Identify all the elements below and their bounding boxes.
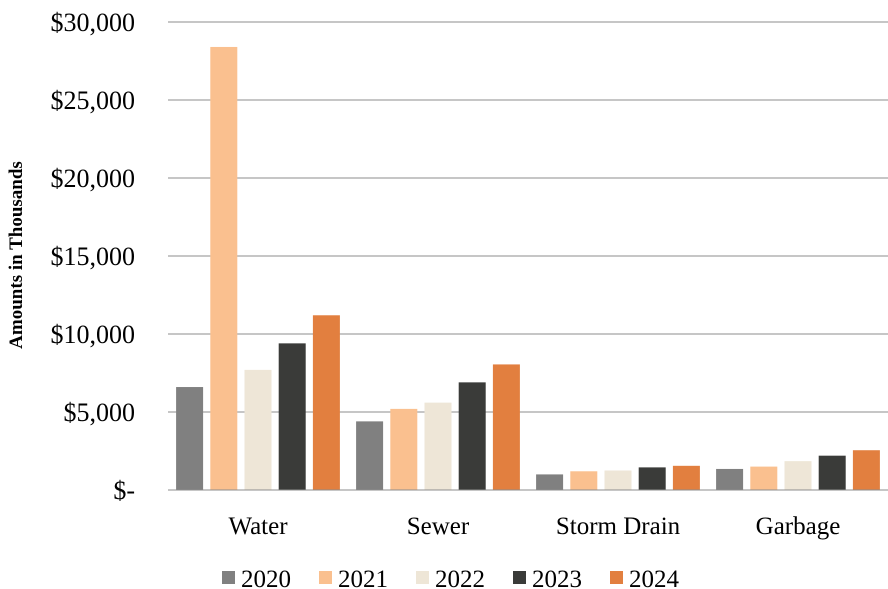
legend-item: 2022 xyxy=(416,566,485,589)
y-axis-label: Amounts in Thousands xyxy=(6,161,27,349)
y-tick-label: $15,000 xyxy=(51,242,136,271)
bar-2023-storm-drain xyxy=(638,467,666,490)
legend-item: 2023 xyxy=(513,566,582,589)
legend-label: 2020 xyxy=(241,566,291,589)
x-category-label: Garbage xyxy=(756,513,841,540)
legend-label: 2022 xyxy=(435,566,485,589)
bar-2021-garbage xyxy=(750,466,778,490)
bar-2024-garbage xyxy=(852,450,880,490)
bar-2022-water xyxy=(244,369,272,490)
y-tick-label: $- xyxy=(113,476,135,505)
bar-2023-water xyxy=(278,343,306,490)
legend-swatch xyxy=(222,571,235,584)
bar-2022-garbage xyxy=(784,461,812,490)
legend-item: 2020 xyxy=(222,566,291,589)
bar-2024-water xyxy=(312,315,340,490)
bar-2021-storm-drain xyxy=(570,471,598,490)
bar-2021-sewer xyxy=(390,408,418,490)
legend-item: 2021 xyxy=(319,566,388,589)
y-axis-tick-labels: $- $5,000 $10,000 $15,000 $20,000 $25,000 $30,… xyxy=(51,8,136,505)
y-tick-label: $30,000 xyxy=(51,8,136,37)
legend-swatch xyxy=(416,571,429,584)
y-tick-label: $20,000 xyxy=(51,164,136,193)
legend-label: 2021 xyxy=(338,566,388,589)
y-tick-label: $5,000 xyxy=(64,398,136,427)
gridlines xyxy=(168,21,888,413)
legend: 2020 2021 2022 2023 2024 xyxy=(222,566,680,589)
bar-2020-garbage xyxy=(716,468,744,490)
legend-swatch xyxy=(319,571,332,584)
y-tick-label: $10,000 xyxy=(51,320,136,349)
bar-2020-storm-drain xyxy=(536,474,564,490)
x-category-label: Water xyxy=(228,513,288,540)
legend-item: 2024 xyxy=(610,566,680,589)
bar-2024-storm-drain xyxy=(672,465,700,490)
legend-label: 2024 xyxy=(629,566,680,589)
bar-2022-storm-drain xyxy=(604,470,632,490)
legend-swatch xyxy=(610,571,623,584)
x-category-label: Sewer xyxy=(407,513,470,540)
legend-swatch xyxy=(513,571,526,584)
x-category-label: Storm Drain xyxy=(556,513,681,540)
bar-2023-sewer xyxy=(458,382,486,490)
bar-2020-sewer xyxy=(356,421,384,490)
bar-2022-sewer xyxy=(424,402,452,490)
x-axis-category-labels: Water Sewer Storm Drain Garbage xyxy=(228,513,840,540)
bars xyxy=(176,46,880,491)
legend-label: 2023 xyxy=(532,566,582,589)
bar-2023-garbage xyxy=(818,455,846,490)
bar-2020-water xyxy=(176,387,204,490)
bar-2021-water xyxy=(210,46,238,491)
y-tick-label: $25,000 xyxy=(51,86,136,115)
bar-2024-sewer xyxy=(492,364,520,490)
